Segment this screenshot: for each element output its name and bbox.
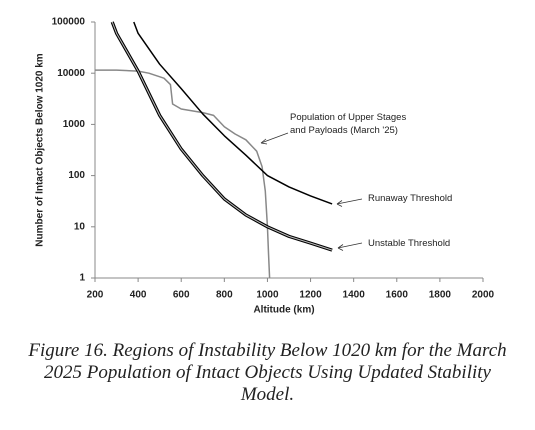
x-tick-label: 1400 <box>343 290 366 301</box>
y-tick-label: 10 <box>74 221 86 232</box>
x-axis-title: Altitude (km) <box>253 305 314 316</box>
x-tick-label: 800 <box>216 290 233 301</box>
series-line <box>133 21 333 205</box>
y-tick-label: 100000 <box>52 17 86 28</box>
x-tick-label: 200 <box>87 290 104 301</box>
series-annotation: Runaway Threshold <box>368 193 453 204</box>
x-tick-label: 1600 <box>386 290 409 301</box>
annotation-arrows <box>260 132 363 251</box>
x-tick-label: 2000 <box>472 290 495 301</box>
chart: Altitude (km) Number of Intact Objects B… <box>35 17 495 316</box>
x-tick-label: 1000 <box>256 290 279 301</box>
series-line-inner <box>111 21 333 251</box>
series-line <box>95 69 271 279</box>
x-tick-label: 1800 <box>429 290 452 301</box>
x-tick-label: 1200 <box>299 290 322 301</box>
y-tick-label: 1000 <box>63 119 86 130</box>
figure-caption: Figure 16. Regions of Instability Below … <box>28 340 507 405</box>
y-tick-label: 1 <box>79 273 85 284</box>
series-annotation: Population of Upper Stages and Payloads … <box>290 112 407 136</box>
y-axis-title: Number of Intact Objects Below 1020 km <box>35 53 46 246</box>
x-tick-label: 600 <box>173 290 190 301</box>
y-tick-label: 100 <box>68 170 85 181</box>
series-annotation: Unstable Threshold <box>368 238 451 249</box>
y-tick-label: 10000 <box>57 68 85 79</box>
x-tick-label: 400 <box>130 290 147 301</box>
